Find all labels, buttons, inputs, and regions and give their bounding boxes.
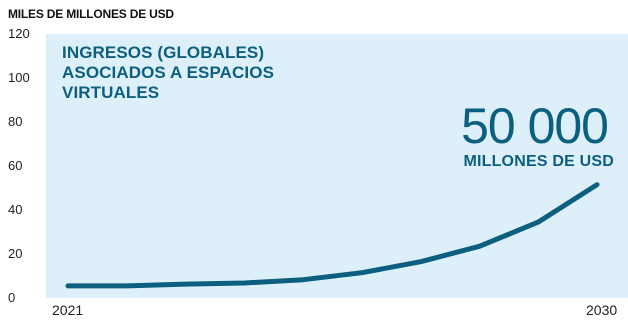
chart-title-line-3: VIRTUALES: [62, 83, 160, 102]
chart-title: INGRESOS (GLOBALES) ASOCIADOS A ESPACIOS…: [62, 43, 342, 103]
y-axis-unit-label: MILES DE MILLONES DE USD: [8, 7, 174, 21]
chart-title-line-2: ASOCIADOS A ESPACIOS: [62, 63, 275, 82]
x-tick-label-2030: 2030: [586, 302, 618, 318]
y-tick-label-100: 100: [8, 70, 30, 85]
x-tick-label-2021: 2021: [52, 302, 84, 318]
chart-title-line-1: INGRESOS (GLOBALES): [62, 43, 265, 62]
highlight-value-caption: MILLONES DE USD: [463, 153, 614, 170]
series-line-0: [65, 182, 600, 289]
y-tick-label-0: 0: [8, 290, 16, 305]
y-tick-label-120: 120: [8, 26, 30, 41]
y-tick-label-20: 20: [8, 246, 23, 261]
plot-background: [46, 34, 628, 298]
y-tick-label-40: 40: [8, 202, 23, 217]
y-tick-label-60: 60: [8, 158, 23, 173]
highlight-value: 50 000: [461, 98, 609, 154]
y-tick-label-80: 80: [8, 114, 23, 129]
